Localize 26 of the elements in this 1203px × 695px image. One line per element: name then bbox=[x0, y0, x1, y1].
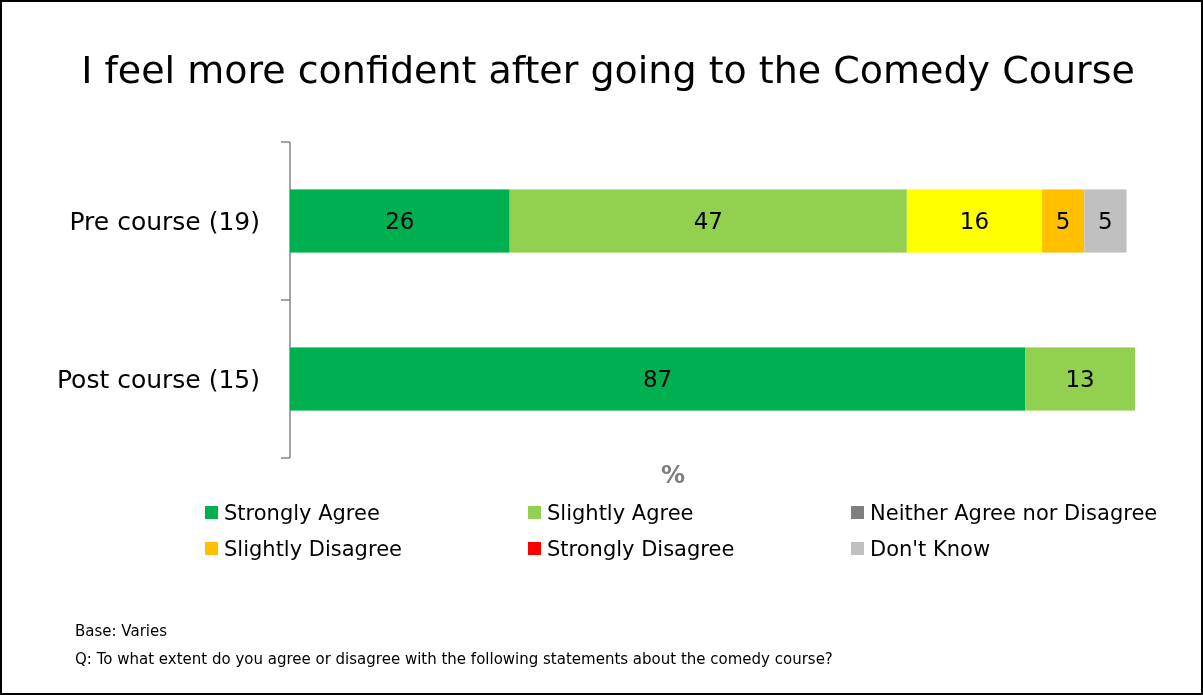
y-tick-label: Post course (15) bbox=[56, 365, 260, 394]
legend-label: Don't Know bbox=[870, 537, 991, 561]
text: Base: Varies bbox=[75, 622, 168, 640]
data-label: 26 bbox=[385, 208, 415, 234]
legend-label: Strongly Agree bbox=[224, 501, 380, 525]
bar bbox=[1084, 189, 1127, 253]
bar bbox=[290, 189, 510, 253]
legend-label: Slightly Disagree bbox=[224, 537, 402, 561]
x-axis-title: % bbox=[660, 461, 686, 489]
bar bbox=[509, 189, 907, 253]
bar bbox=[1042, 189, 1085, 253]
bar bbox=[906, 189, 1043, 253]
legend-label: Slightly Agree bbox=[547, 501, 694, 525]
bar bbox=[290, 347, 1026, 411]
y-tick-label: Pre course (19) bbox=[69, 207, 260, 236]
legend-label: Strongly Disagree bbox=[547, 537, 735, 561]
data-label: 5 bbox=[1055, 208, 1071, 234]
bar bbox=[1025, 347, 1135, 411]
chart-title: I feel more confident after going to the Comedy Course bbox=[81, 48, 1135, 92]
data-label: 47 bbox=[693, 208, 723, 234]
data-label: 16 bbox=[959, 208, 990, 234]
data-label: 13 bbox=[1065, 366, 1095, 392]
data-label: 5 bbox=[1098, 208, 1113, 234]
text: Q: To what extent do you agree or disagree with the following statements about the comedy course? bbox=[75, 650, 833, 668]
data-label: 87 bbox=[642, 366, 673, 392]
legend-label: Neither Agree nor Disagree bbox=[870, 501, 1158, 525]
